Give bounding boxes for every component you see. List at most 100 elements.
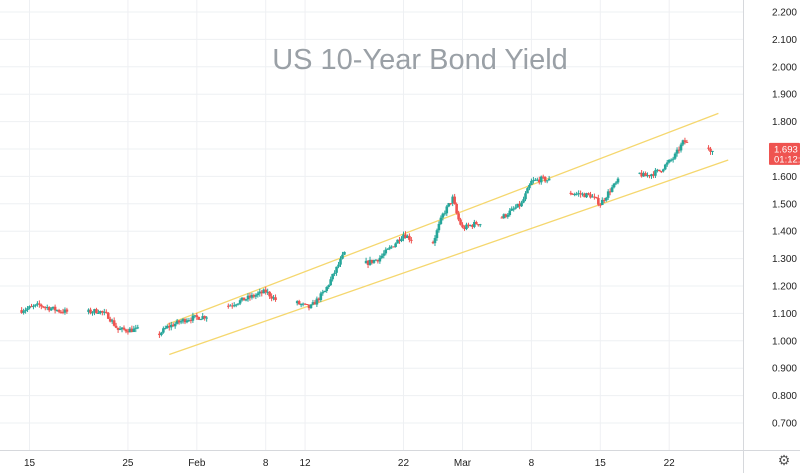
chart-title: US 10-Year Bond Yield (272, 44, 568, 76)
candle-down (569, 192, 573, 194)
price-tick-label: 2.200 (772, 8, 797, 19)
candle-down (101, 311, 104, 313)
candle-down (122, 327, 126, 330)
candle-down (124, 329, 128, 332)
candle-down (104, 311, 108, 313)
candle-up (179, 321, 183, 323)
candle-up (262, 289, 266, 294)
candle-up (406, 235, 409, 238)
candle-up (99, 311, 102, 313)
price-tick-label: 1.100 (772, 309, 797, 320)
candle-down (297, 301, 301, 305)
candle-up (201, 316, 205, 320)
candle-up (321, 292, 325, 294)
candle-down (40, 304, 43, 307)
candle-up (193, 315, 197, 317)
price-tick-label: 1.800 (772, 117, 797, 128)
candle-up (32, 305, 35, 307)
candle-up (536, 179, 539, 181)
time-axis[interactable]: 15 25 Feb 8 12 22 Mar 8 15 22 (24, 458, 675, 469)
candle-up (364, 260, 368, 264)
candle-down (453, 196, 456, 204)
candle-down (571, 193, 575, 195)
candle-up (382, 253, 386, 256)
candle-up (34, 304, 37, 306)
candle-down (252, 294, 256, 297)
candle-up (532, 180, 535, 182)
candle-up (514, 207, 517, 209)
candle-down (461, 224, 464, 228)
price-tick-label: 1.200 (772, 282, 797, 293)
candle-up (600, 199, 604, 206)
candle-down (537, 179, 541, 183)
candle-up (45, 307, 49, 309)
candle-up (575, 193, 578, 195)
candle-up (667, 159, 671, 163)
price-tick-label: 0.700 (772, 419, 797, 430)
candle-down (108, 318, 112, 322)
candle-down (317, 298, 321, 301)
candle-up (390, 246, 393, 248)
candle-up (246, 295, 250, 300)
candle-up (120, 327, 124, 330)
candle-down (707, 147, 710, 149)
candle-down (158, 333, 161, 336)
candle-up (445, 206, 449, 214)
time-tick-label: 25 (122, 458, 134, 469)
candle-up (581, 193, 584, 195)
candle-down (53, 306, 57, 311)
candle-down (177, 320, 181, 323)
candle-up (520, 202, 523, 207)
candle-up (673, 153, 677, 159)
candle-up (502, 214, 506, 219)
gear-icon[interactable]: ⚙ (777, 451, 791, 468)
candle-up (181, 319, 185, 322)
candle-down (410, 239, 413, 241)
time-tick-label: 12 (300, 458, 312, 469)
candle-up (254, 295, 258, 297)
candle-up (299, 304, 303, 306)
candle-up (329, 279, 332, 286)
candle-up (585, 193, 588, 198)
candle-up (508, 210, 512, 216)
candle-up (169, 324, 173, 328)
candle-up (711, 150, 714, 152)
candle-down (408, 235, 411, 240)
candle-up (175, 320, 179, 324)
candle-down (709, 148, 712, 152)
candle-down (95, 309, 98, 314)
candle-up (164, 328, 167, 330)
candle-up (28, 306, 31, 309)
candle-up (547, 178, 551, 181)
candle-up (335, 266, 338, 273)
candle-down (167, 325, 171, 328)
candle-down (43, 307, 47, 309)
candle-up (400, 238, 403, 242)
candle-down (449, 203, 453, 205)
candle-up (478, 224, 482, 226)
candle-down (541, 176, 545, 178)
time-tick-label: 22 (664, 458, 676, 469)
candle-up (162, 328, 165, 333)
candle-down (543, 177, 547, 182)
candle-up (55, 310, 59, 312)
candle-up (319, 293, 323, 301)
candle-down (652, 174, 655, 176)
candle-up (91, 312, 94, 314)
candle-up (301, 303, 305, 305)
candle-down (183, 319, 187, 323)
candle-up (679, 144, 683, 151)
candle-up (258, 291, 262, 294)
candle-up (87, 309, 90, 313)
candle-up (528, 184, 531, 189)
candle-down (242, 297, 246, 301)
candle-up (616, 178, 620, 183)
candle-down (500, 217, 504, 219)
price-tick-label: 0.900 (772, 364, 797, 375)
candle-up (228, 305, 232, 307)
candle-up (240, 297, 244, 301)
candle-up (447, 203, 451, 207)
time-tick-label: 15 (595, 458, 607, 469)
